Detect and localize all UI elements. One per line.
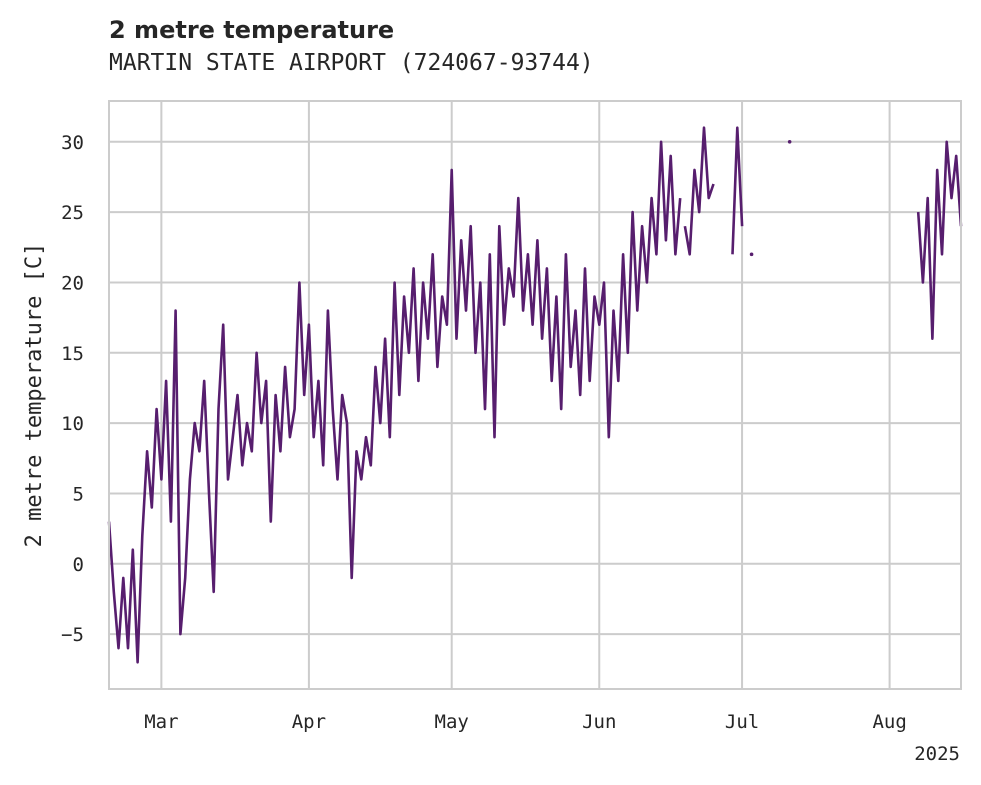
x-tick-label: May bbox=[435, 711, 469, 733]
y-tick-label: 25 bbox=[61, 202, 84, 224]
y-axis-label: 2 metre temperature [C] bbox=[22, 243, 47, 548]
x-tick-label: Mar bbox=[144, 711, 178, 733]
chart-title: 2 metre temperature bbox=[109, 16, 395, 44]
temperature-line bbox=[731, 126, 744, 255]
year-label: 2025 bbox=[914, 743, 960, 765]
y-tick-label: 30 bbox=[61, 132, 84, 154]
x-tick-label: Jun bbox=[582, 711, 616, 733]
data-layer bbox=[107, 126, 963, 664]
x-tick-label: Jul bbox=[725, 711, 759, 733]
y-tick-label: −5 bbox=[61, 624, 84, 646]
temperature-line bbox=[683, 126, 715, 256]
y-tick-label: 10 bbox=[61, 413, 84, 435]
temperature-line bbox=[916, 140, 963, 340]
chart-subtitle: MARTIN STATE AIRPORT (724067-93744) bbox=[109, 50, 594, 76]
y-tick-label: 15 bbox=[61, 343, 84, 365]
temperature-point bbox=[787, 139, 792, 144]
temperature-point bbox=[749, 252, 754, 257]
temperature-line bbox=[107, 140, 682, 664]
y-tick-label: 20 bbox=[61, 272, 84, 294]
tick-labels: −5 0 5 10 15 20 25 30 Mar Apr May Jun Jul Aug bbox=[61, 132, 907, 733]
y-tick-label: 5 bbox=[73, 483, 84, 505]
x-tick-label: Aug bbox=[872, 711, 906, 733]
plot-frame bbox=[108, 100, 962, 690]
x-tick-label: Apr bbox=[292, 711, 326, 733]
y-tick-label: 0 bbox=[73, 554, 84, 576]
